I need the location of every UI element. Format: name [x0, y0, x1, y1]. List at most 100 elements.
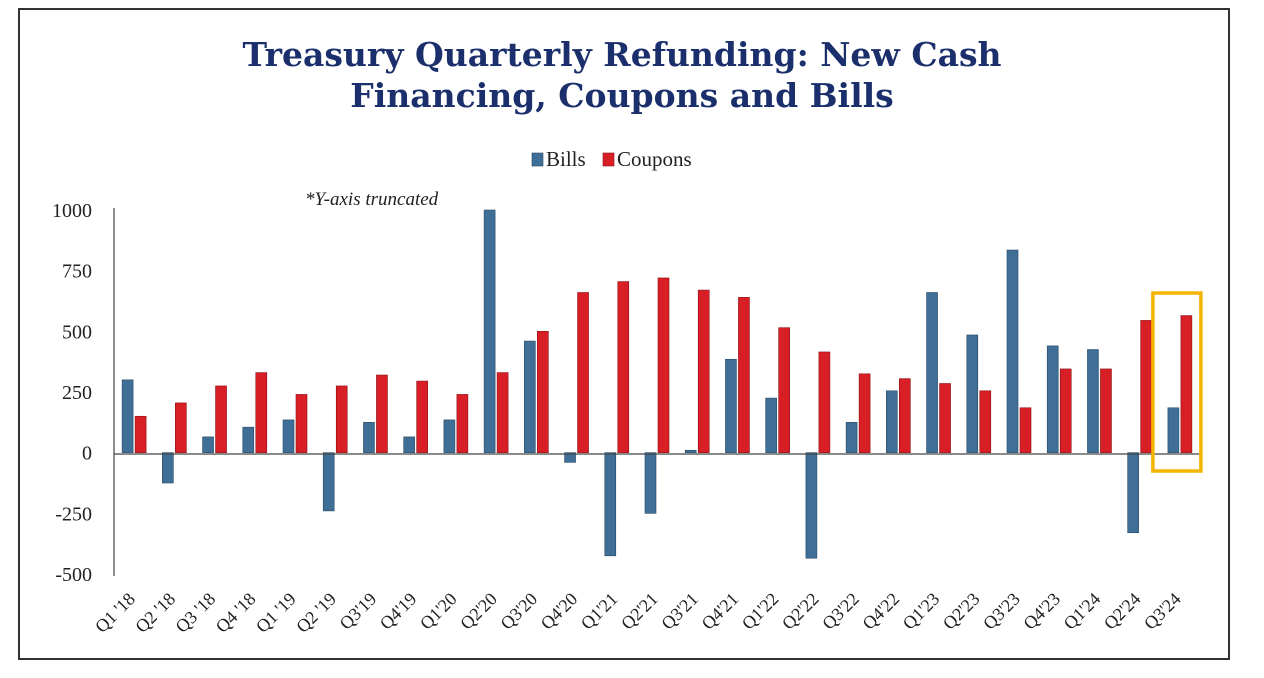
y-tick-label: 750 — [62, 261, 92, 283]
bar-bills-19 — [886, 390, 898, 453]
x-tick-label: Q4 '18 — [212, 589, 260, 637]
bar-coupons-12 — [617, 281, 630, 453]
legend: Bills Coupons — [531, 147, 692, 171]
x-tick-label: Q2 '18 — [131, 589, 179, 637]
bar-coupons-8 — [456, 394, 469, 453]
bar-bills-11 — [564, 452, 576, 463]
legend-swatch-coupons — [602, 152, 615, 167]
bar-coupons-15 — [738, 297, 750, 453]
x-tick-label: Q1'24 — [1060, 589, 1105, 634]
bar-bills-15 — [725, 358, 737, 453]
x-tick-label: Q2'20 — [456, 589, 501, 634]
bar-coupons-25 — [1140, 320, 1152, 453]
bar-bills-24 — [1087, 349, 1099, 453]
x-tick-label: Q3'24 — [1140, 589, 1185, 634]
bar-bills-9 — [483, 209, 496, 453]
bar-bills-13 — [644, 452, 657, 514]
bar-bills-17 — [805, 452, 818, 559]
x-tick-label: Q4'23 — [1019, 589, 1064, 634]
bar-coupons-4 — [295, 394, 308, 453]
x-tick-label: Q4'20 — [537, 589, 582, 634]
bar-bills-2 — [202, 436, 214, 453]
bar-bills-5 — [322, 452, 335, 512]
y-tick-label: 500 — [62, 321, 92, 343]
x-tick-label: Q1'20 — [416, 589, 461, 634]
bar-bills-20 — [926, 292, 938, 453]
x-tick-label: Q1 '19 — [252, 589, 300, 637]
legend-swatch-bills — [531, 152, 544, 167]
x-tick-label: Q3'20 — [496, 589, 541, 634]
x-tick-label: Q4'19 — [376, 589, 421, 634]
bar-bills-22 — [1006, 249, 1019, 453]
x-tick-label: Q3 '18 — [171, 589, 219, 637]
x-tick-label: Q3'19 — [336, 589, 381, 634]
x-tick-label: Q2'23 — [939, 589, 984, 634]
bar-coupons-5 — [335, 385, 348, 453]
bar-coupons-6 — [376, 374, 388, 453]
bars — [121, 209, 1193, 559]
x-tick-label: Q2'24 — [1100, 589, 1145, 634]
bar-bills-1 — [162, 452, 174, 484]
chart-title-line-2: Financing, Coupons and Bills — [350, 76, 893, 115]
bar-bills-3 — [242, 426, 255, 453]
bar-coupons-26 — [1180, 315, 1193, 453]
y-tick-label: -250 — [55, 503, 92, 525]
bar-coupons-11 — [577, 292, 589, 453]
bar-coupons-14 — [697, 289, 710, 453]
bar-coupons-10 — [537, 331, 549, 453]
y-tick-label: 0 — [82, 443, 92, 465]
x-tick-label: Q4'22 — [858, 589, 903, 634]
bar-bills-0 — [121, 379, 134, 453]
x-tick-label: Q2'22 — [778, 589, 823, 634]
chart-svg: Treasury Quarterly Refunding: New Cash F… — [52, 35, 1203, 637]
bar-bills-16 — [765, 397, 777, 453]
bar-coupons-2 — [215, 385, 227, 453]
bar-coupons-7 — [416, 380, 428, 453]
x-tick-label: Q1 '18 — [91, 589, 139, 637]
bar-bills-18 — [845, 422, 858, 453]
x-tick-label: Q1'22 — [738, 589, 783, 634]
chart-frame: Treasury Quarterly Refunding: New Cash F… — [18, 8, 1230, 660]
bar-coupons-21 — [979, 390, 992, 453]
bar-coupons-22 — [1019, 407, 1032, 453]
bar-bills-8 — [443, 419, 456, 453]
y-tick-label: 250 — [62, 382, 92, 404]
x-tick-label: Q1'23 — [899, 589, 944, 634]
bar-coupons-20 — [939, 383, 951, 453]
legend-label-bills: Bills — [546, 147, 586, 171]
bar-coupons-16 — [778, 327, 790, 453]
y-axis-truncated-note: *Y-axis truncated — [305, 189, 439, 210]
chart-title-line-1: Treasury Quarterly Refunding: New Cash — [242, 35, 1001, 74]
x-tick-label: Q3'21 — [657, 589, 702, 634]
highlight-box — [1151, 291, 1203, 473]
x-tick-label: Q2'21 — [617, 589, 662, 634]
bar-coupons-1 — [175, 402, 187, 453]
x-tick-label: Q3'23 — [979, 589, 1024, 634]
bar-coupons-24 — [1100, 368, 1112, 453]
legend-label-coupons: Coupons — [617, 147, 692, 171]
y-tick-label: 1000 — [52, 200, 92, 222]
bar-bills-23 — [1046, 345, 1059, 453]
x-tick-label: Q2 '19 — [292, 589, 340, 637]
bar-coupons-13 — [657, 277, 670, 453]
bar-bills-4 — [282, 419, 295, 453]
bar-bills-7 — [403, 436, 415, 453]
bar-coupons-0 — [134, 415, 147, 453]
y-axis-ticks: 1000 750 500 250 0 -250 -500 — [52, 200, 92, 586]
x-tick-label: Q3'22 — [818, 589, 863, 634]
bar-coupons-18 — [858, 373, 871, 453]
bar-coupons-19 — [899, 378, 911, 453]
bar-bills-6 — [363, 422, 375, 453]
bar-bills-10 — [524, 340, 536, 453]
bar-bills-14 — [684, 449, 697, 453]
x-tick-label: Q4'21 — [698, 589, 743, 634]
y-tick-label: -500 — [55, 564, 92, 586]
bar-coupons-9 — [496, 372, 509, 453]
bar-coupons-23 — [1059, 368, 1072, 453]
x-tick-label: Q1'21 — [577, 589, 622, 634]
bar-bills-25 — [1127, 452, 1139, 534]
bar-bills-12 — [604, 452, 617, 557]
bar-coupons-17 — [818, 351, 831, 453]
bar-coupons-3 — [255, 372, 268, 453]
